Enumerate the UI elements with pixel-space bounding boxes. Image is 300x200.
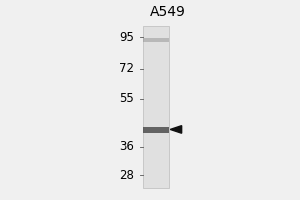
Polygon shape [170,126,182,133]
Text: A549: A549 [150,5,186,19]
Text: 36: 36 [119,140,134,153]
Bar [143,127,169,133]
Text: 55: 55 [119,92,134,105]
Bar [143,38,169,42]
Bar [143,26,169,188]
Text: 28: 28 [119,169,134,182]
Text: 72: 72 [119,62,134,75]
Text: 95: 95 [119,31,134,44]
